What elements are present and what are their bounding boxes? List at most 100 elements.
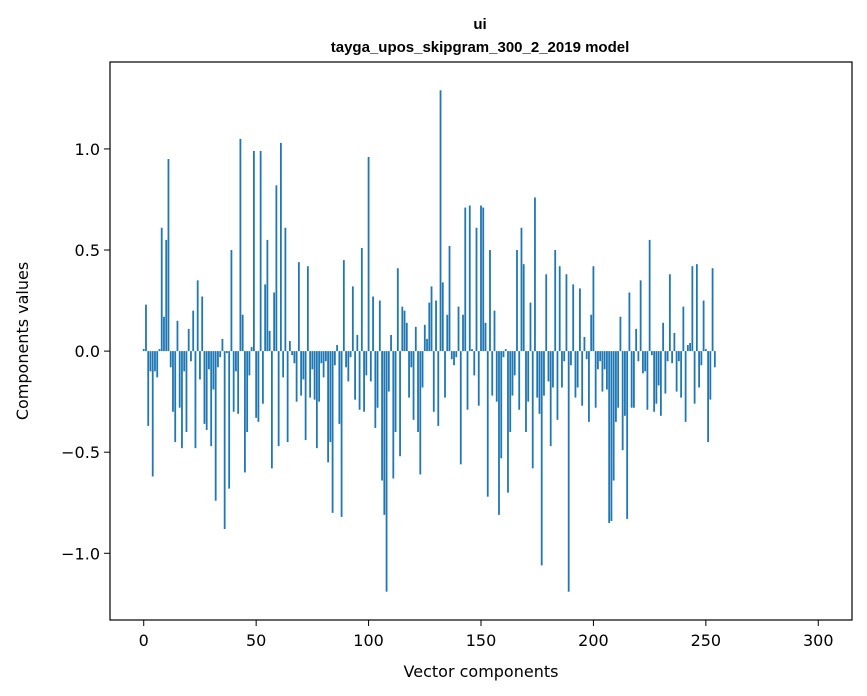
bar-237 (675, 351, 678, 392)
bar-137 (450, 351, 453, 360)
bar-199 (590, 314, 593, 352)
bar-216 (628, 292, 631, 352)
bar-75 (311, 351, 314, 370)
bar-15 (176, 320, 179, 352)
bar-110 (390, 334, 392, 352)
y-tick-label: 1.0 (75, 140, 100, 159)
bar-107 (383, 351, 386, 515)
bar-235 (671, 351, 674, 364)
y-axis-ticks: −1.0 −0.5 0.0 0.5 1.0 (61, 140, 110, 563)
bar-30 (210, 351, 213, 447)
bar-208 (610, 351, 613, 521)
bar-141 (459, 351, 462, 465)
bar-171 (527, 351, 530, 402)
bar-60 (277, 351, 280, 447)
bar-219 (635, 328, 638, 352)
bar-23 (194, 351, 197, 449)
bar-14 (174, 351, 177, 443)
bar-250 (704, 349, 707, 352)
bar-62 (282, 351, 285, 378)
bar-18 (183, 351, 186, 372)
bar-33 (217, 351, 219, 368)
bar-174 (534, 197, 536, 352)
bar-218 (633, 351, 635, 408)
bar-80 (322, 351, 325, 378)
bar-106 (381, 351, 383, 481)
bar-161 (504, 349, 507, 352)
bar-153 (486, 351, 489, 497)
bar-229 (657, 351, 660, 386)
bar-25 (199, 351, 201, 380)
bar-34 (219, 351, 222, 358)
bar-170 (525, 351, 527, 432)
bar-128 (430, 286, 433, 352)
x-tick-label: 250 (691, 631, 722, 650)
bar-96 (358, 351, 361, 410)
bar-133 (441, 282, 444, 352)
bar-49 (253, 150, 255, 352)
bar-225 (648, 239, 651, 352)
bar-252 (709, 351, 712, 400)
bar-67 (293, 351, 296, 364)
bar-53 (262, 351, 264, 404)
bar-79 (320, 351, 323, 364)
bar-54 (264, 284, 267, 352)
bar-32 (214, 351, 217, 501)
bar-224 (646, 351, 649, 410)
y-axis-label: Components values (13, 262, 32, 420)
bar-116 (403, 310, 406, 352)
bar-100 (367, 157, 370, 352)
y-tick-label: 0.0 (75, 342, 100, 361)
bar-151 (482, 207, 485, 352)
bar-165 (513, 351, 516, 376)
bar-9 (163, 316, 165, 352)
bar-206 (606, 351, 608, 390)
bar-19 (185, 351, 188, 432)
bar-249 (702, 300, 705, 352)
bar-97 (360, 248, 363, 352)
bar-231 (662, 322, 665, 352)
bar-120 (412, 351, 415, 420)
bar-253 (711, 268, 714, 352)
x-tick-label: 300 (803, 631, 834, 650)
bar-101 (369, 351, 372, 382)
bar-86 (336, 345, 338, 352)
bar-201 (594, 351, 597, 408)
bar-164 (511, 351, 514, 396)
bar-47 (248, 351, 251, 376)
bar-102 (372, 296, 374, 352)
bar-179 (545, 274, 548, 352)
bar-230 (659, 351, 662, 416)
bar-243 (689, 343, 692, 352)
bar-130 (435, 300, 437, 352)
bar-55 (266, 239, 269, 352)
bar-90 (345, 351, 347, 368)
bar-238 (677, 351, 680, 362)
bar-210 (615, 351, 617, 422)
bar-10 (165, 239, 168, 352)
bar-202 (597, 351, 599, 370)
bar-150 (480, 205, 482, 352)
bar-114 (399, 351, 401, 457)
bar-94 (354, 351, 356, 400)
bar-112 (394, 351, 397, 432)
bar-183 (554, 250, 557, 352)
bar-227 (653, 351, 656, 412)
bar-145 (468, 205, 471, 352)
bar-234 (668, 274, 671, 352)
bar-8 (160, 227, 163, 352)
bar-176 (538, 351, 541, 414)
bar-45 (244, 351, 246, 473)
y-tick-label: −0.5 (61, 443, 100, 462)
bar-156 (493, 310, 496, 352)
bar-43 (239, 138, 242, 352)
bar-65 (288, 341, 291, 352)
bar-232 (664, 351, 667, 394)
bar-12 (169, 351, 172, 368)
bar-4 (151, 351, 154, 477)
bar-103 (374, 351, 377, 428)
bar-242 (686, 345, 689, 352)
bar-181 (549, 351, 552, 447)
bar-203 (599, 351, 602, 362)
bar-162 (507, 351, 509, 493)
